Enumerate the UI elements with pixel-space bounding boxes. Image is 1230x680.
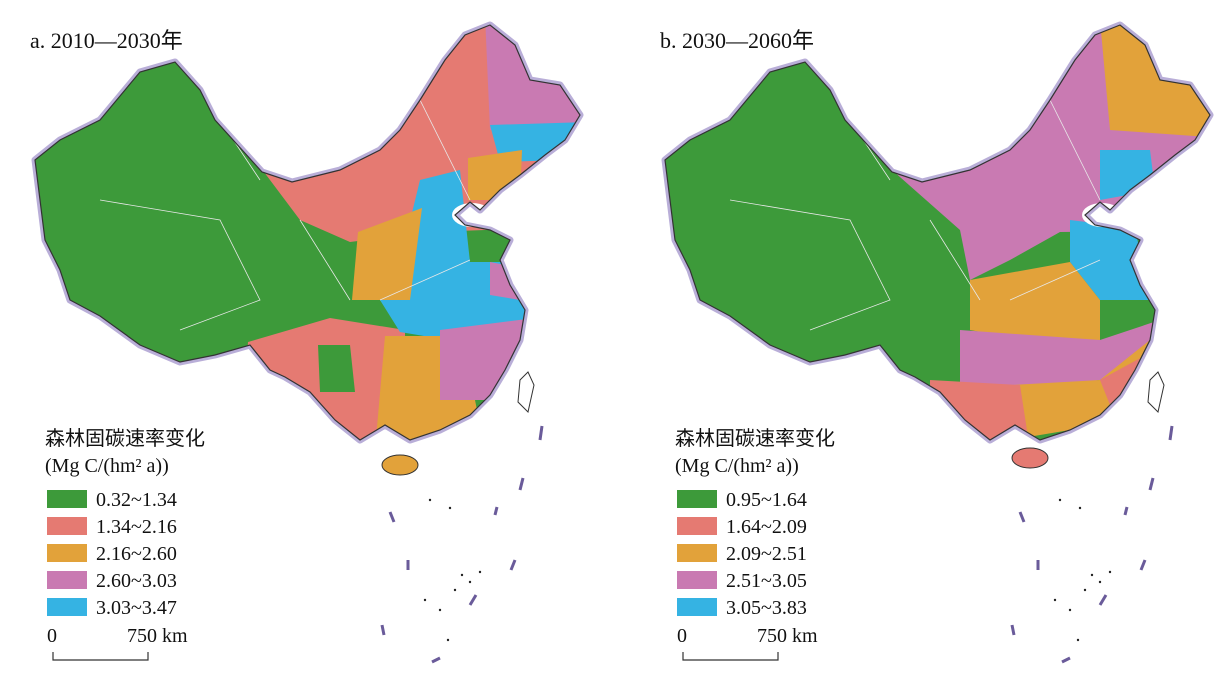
scale-end: 750 km — [127, 625, 188, 647]
map-a — [0, 0, 620, 664]
legend-label: 0.95~1.64 — [726, 489, 807, 511]
legend-swatch — [47, 544, 87, 562]
legend-title: 森林固碳速率变化 — [45, 427, 205, 450]
panel-title: b. 2030—2060年 — [660, 28, 814, 53]
legend-swatch — [47, 571, 87, 589]
legend-swatch — [47, 598, 87, 616]
legend-title: 森林固碳速率变化 — [675, 427, 835, 450]
legend-label: 1.64~2.09 — [726, 516, 807, 538]
legend-swatch — [677, 598, 717, 616]
legend-label: 1.34~2.16 — [96, 516, 177, 538]
scale-bar — [52, 652, 149, 661]
scale-start: 0 — [677, 625, 687, 647]
legend-swatch — [47, 490, 87, 508]
legend-label: 2.09~2.51 — [726, 543, 807, 565]
map-b — [630, 0, 1230, 664]
panel-title: a. 2010—2030年 — [30, 28, 183, 53]
scale-bar — [682, 652, 779, 661]
legend-swatch — [677, 490, 717, 508]
legend-swatch — [677, 544, 717, 562]
legend-label: 3.03~3.47 — [96, 597, 177, 619]
legend-unit: (Mg C/(hm² a)) — [45, 455, 169, 477]
scale-start: 0 — [47, 625, 57, 647]
legend-swatch — [47, 517, 87, 535]
legend-swatch — [677, 571, 717, 589]
scale-end: 750 km — [757, 625, 818, 647]
legend-label: 2.51~3.05 — [726, 570, 807, 592]
legend-label: 2.16~2.60 — [96, 543, 177, 565]
legend-swatch — [677, 517, 717, 535]
legend-label: 2.60~3.03 — [96, 570, 177, 592]
legend-label: 3.05~3.83 — [726, 597, 807, 619]
legend-unit: (Mg C/(hm² a)) — [675, 455, 799, 477]
legend-label: 0.32~1.34 — [96, 489, 177, 511]
